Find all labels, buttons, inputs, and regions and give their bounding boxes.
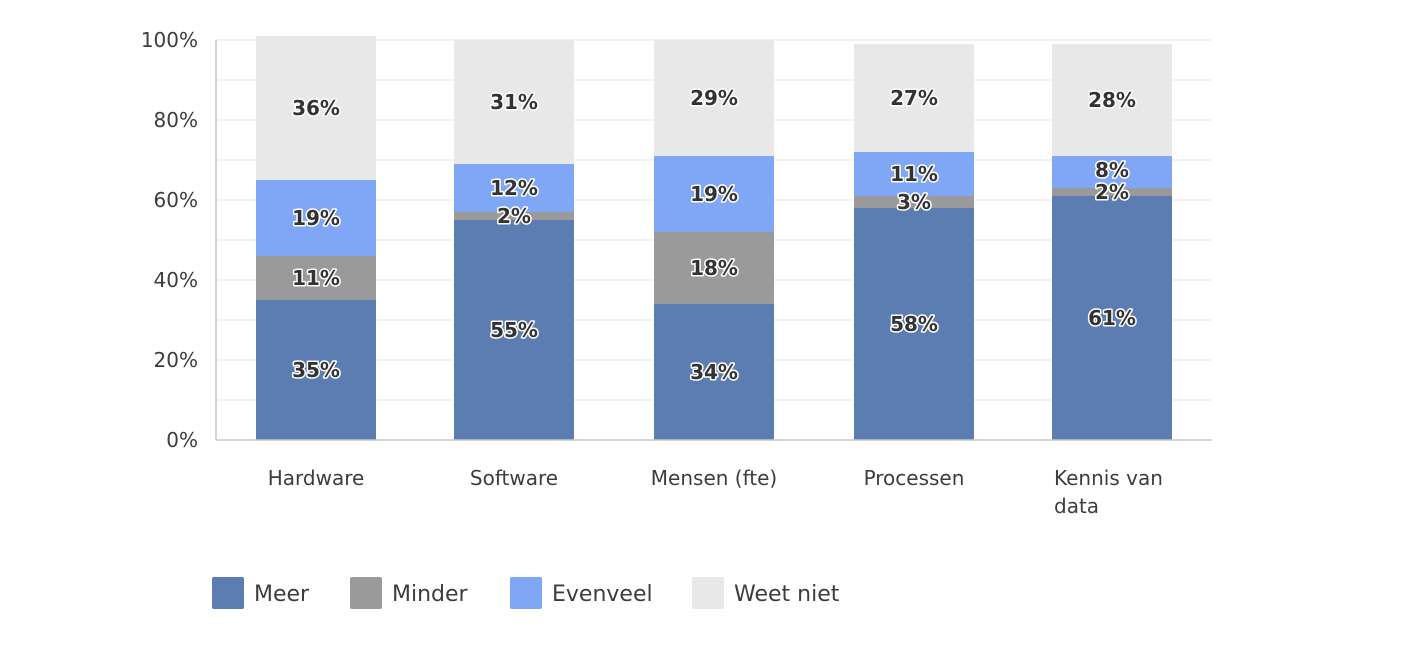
data-label-meer: 61%: [1088, 306, 1136, 330]
axis-layer: 0% 20% 40% 60% 80% 100% Hardware Software Mensen…: [141, 28, 1212, 518]
legend: Meer Minder Evenveel Weet niet: [212, 577, 840, 609]
y-tick-label: 40%: [154, 268, 198, 292]
bar-segment-weet-niet: [1052, 44, 1172, 156]
bar-segment-weet-niet: [654, 40, 774, 156]
legend-swatch-minder: [350, 577, 382, 609]
legend-label-minder: Minder: [392, 582, 469, 607]
data-label-evenveel: 8%: [1095, 158, 1129, 182]
data-label-meer: 58%: [890, 312, 938, 336]
legend-swatch-meer: [212, 577, 244, 609]
bar-segment-evenveel: [256, 180, 376, 256]
bar-segment-evenveel: [854, 152, 974, 196]
data-label-evenveel: 12%: [490, 176, 538, 200]
bar-segment-meer: [654, 304, 774, 440]
legend-label-weet-niet: Weet niet: [734, 582, 840, 607]
x-category-label: Kennis van data: [1054, 466, 1163, 518]
data-label-meer: 35%: [292, 358, 340, 382]
data-label-evenveel: 19%: [292, 206, 340, 230]
data-label-weet-niet: 29%: [690, 86, 738, 110]
x-category-label: Processen: [864, 466, 965, 490]
bar-segment-weet-niet: [854, 44, 974, 152]
data-label-weet-niet: 27%: [890, 86, 938, 110]
legend-swatch-evenveel: [510, 577, 542, 609]
bar-segment-minder: [654, 232, 774, 304]
x-category-label: Mensen (fte): [651, 466, 777, 490]
data-label-minder: 11%: [292, 266, 340, 290]
data-label-minder: 3%: [897, 190, 931, 214]
data-label-weet-niet: 36%: [292, 96, 340, 120]
y-tick-label: 0%: [166, 428, 198, 452]
data-label-minder: 18%: [690, 256, 738, 280]
data-label-meer: 34%: [690, 360, 738, 384]
data-labels-layer: 35% 11% 19% 36% 55% 2% 12% 31% 34% 18% 19% 29% 58% 3%…: [291, 85, 1138, 386]
legend-label-meer: Meer: [254, 582, 310, 607]
bar-segment-minder: [454, 212, 574, 220]
bar-segment-evenveel: [454, 164, 574, 212]
bar-segment-minder: [854, 196, 974, 208]
data-label-minder: 2%: [497, 204, 531, 228]
bar-segment-evenveel: [1052, 156, 1172, 188]
data-label-weet-niet: 31%: [490, 90, 538, 114]
y-tick-label: 60%: [154, 188, 198, 212]
y-tick-label: 100%: [141, 28, 198, 52]
bar-segment-meer: [854, 208, 974, 440]
bar-segment-weet-niet: [454, 40, 574, 164]
data-label-evenveel: 19%: [690, 182, 738, 206]
data-label-evenveel: 11%: [890, 162, 938, 186]
legend-label-evenveel: Evenveel: [552, 582, 653, 607]
y-tick-label: 20%: [154, 348, 198, 372]
bar-segment-meer: [454, 220, 574, 440]
legend-swatch-weet-niet: [692, 577, 724, 609]
bar-segment-meer: [256, 300, 376, 440]
bar-segment-minder: [1052, 188, 1172, 196]
data-label-minder: 2%: [1095, 180, 1129, 204]
data-label-weet-niet: 28%: [1088, 88, 1136, 112]
bars-layer: [256, 36, 1172, 440]
bar-segment-minder: [256, 256, 376, 300]
bar-segment-meer: [1052, 196, 1172, 440]
x-category-label: Hardware: [268, 466, 365, 490]
bar-segment-weet-niet: [256, 36, 376, 180]
data-label-meer: 55%: [490, 318, 538, 342]
bar-segment-evenveel: [654, 156, 774, 232]
y-tick-label: 80%: [154, 108, 198, 132]
x-category-label: Software: [470, 466, 558, 490]
